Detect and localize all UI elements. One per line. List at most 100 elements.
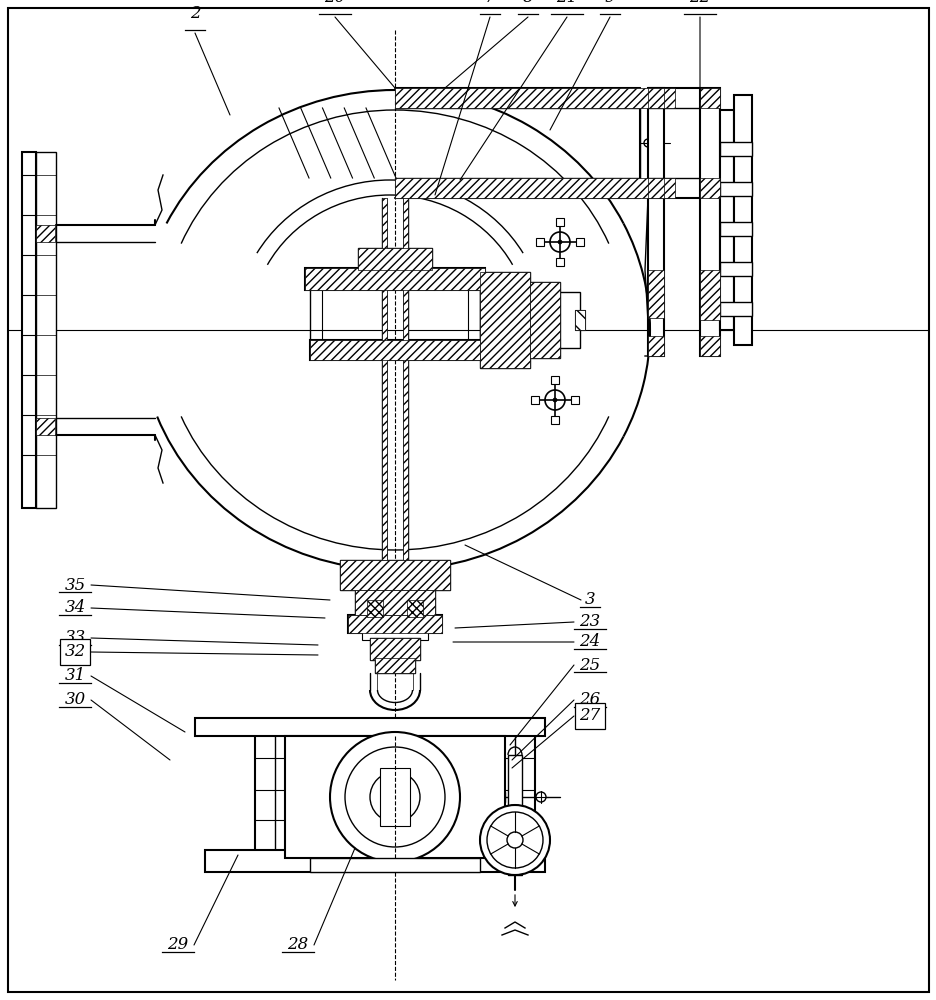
- Text: 29: 29: [168, 936, 188, 953]
- Polygon shape: [374, 658, 415, 673]
- Bar: [575, 310, 584, 330]
- Text: 24: 24: [578, 634, 600, 650]
- Bar: [719, 110, 733, 330]
- Bar: [367, 600, 383, 617]
- Bar: [195, 718, 545, 736]
- Polygon shape: [355, 590, 434, 615]
- Text: 31: 31: [65, 668, 85, 684]
- Bar: [560, 292, 579, 348]
- Bar: [374, 658, 415, 673]
- Text: 27: 27: [578, 708, 600, 724]
- Text: 8: 8: [522, 0, 533, 6]
- Polygon shape: [648, 88, 664, 108]
- Bar: [358, 248, 431, 270]
- Polygon shape: [530, 282, 560, 358]
- Bar: [380, 768, 410, 826]
- Bar: [570, 396, 578, 404]
- Polygon shape: [479, 272, 530, 368]
- Polygon shape: [648, 270, 664, 318]
- Bar: [530, 282, 560, 358]
- Circle shape: [552, 398, 556, 402]
- Polygon shape: [358, 248, 431, 270]
- Bar: [340, 560, 449, 590]
- Bar: [347, 615, 442, 633]
- Bar: [576, 238, 583, 246]
- Bar: [370, 638, 419, 660]
- Polygon shape: [648, 178, 664, 198]
- Polygon shape: [305, 268, 485, 290]
- Text: 33: 33: [65, 630, 85, 646]
- Circle shape: [344, 747, 445, 847]
- Bar: [719, 302, 752, 316]
- Circle shape: [329, 732, 460, 862]
- Polygon shape: [347, 615, 442, 633]
- Circle shape: [558, 240, 562, 244]
- Bar: [310, 340, 479, 360]
- Bar: [305, 268, 485, 290]
- Bar: [719, 182, 752, 196]
- Polygon shape: [699, 270, 719, 320]
- Bar: [550, 416, 559, 424]
- Circle shape: [549, 232, 569, 252]
- Circle shape: [643, 139, 651, 147]
- Polygon shape: [340, 560, 449, 590]
- Polygon shape: [699, 88, 719, 108]
- Bar: [555, 218, 563, 226]
- Text: 20: 20: [324, 0, 345, 6]
- Circle shape: [370, 772, 419, 822]
- Polygon shape: [406, 600, 422, 617]
- Polygon shape: [402, 198, 407, 560]
- Text: 7: 7: [484, 0, 495, 6]
- Bar: [36, 152, 56, 508]
- Circle shape: [387, 789, 402, 805]
- Circle shape: [479, 805, 549, 875]
- Polygon shape: [395, 88, 674, 108]
- Text: 2: 2: [189, 5, 200, 22]
- Bar: [310, 858, 479, 872]
- Bar: [555, 258, 563, 266]
- Polygon shape: [699, 178, 719, 198]
- Bar: [719, 142, 752, 156]
- Bar: [507, 755, 521, 855]
- Bar: [22, 152, 36, 508]
- Text: 9: 9: [604, 0, 615, 6]
- Text: 3: 3: [584, 591, 594, 608]
- Text: 30: 30: [65, 692, 85, 708]
- Bar: [406, 600, 422, 617]
- Text: 21: 21: [556, 0, 577, 6]
- Bar: [205, 850, 545, 872]
- Text: 26: 26: [578, 692, 600, 708]
- Bar: [425, 609, 432, 617]
- Text: 23: 23: [578, 613, 600, 630]
- Circle shape: [506, 832, 522, 848]
- Text: 25: 25: [578, 656, 600, 674]
- Polygon shape: [395, 178, 674, 198]
- Bar: [355, 609, 362, 617]
- Circle shape: [487, 812, 543, 868]
- Bar: [733, 95, 752, 345]
- Bar: [355, 590, 434, 615]
- Polygon shape: [370, 638, 419, 660]
- Bar: [719, 262, 752, 276]
- Text: 35: 35: [65, 576, 85, 593]
- Polygon shape: [395, 178, 639, 198]
- Bar: [285, 736, 505, 858]
- Bar: [479, 272, 530, 368]
- Polygon shape: [648, 336, 664, 356]
- Bar: [550, 376, 559, 384]
- Polygon shape: [395, 88, 639, 108]
- Polygon shape: [310, 340, 479, 360]
- Polygon shape: [367, 600, 383, 617]
- Text: 34: 34: [65, 599, 85, 616]
- Circle shape: [545, 390, 564, 410]
- Bar: [531, 396, 538, 404]
- Bar: [719, 222, 752, 236]
- Text: 28: 28: [287, 936, 308, 953]
- Bar: [361, 630, 428, 640]
- Polygon shape: [36, 225, 55, 242]
- Text: 32: 32: [65, 644, 85, 660]
- Polygon shape: [36, 418, 55, 435]
- Bar: [535, 238, 544, 246]
- Text: 22: 22: [689, 0, 709, 6]
- Polygon shape: [575, 310, 584, 330]
